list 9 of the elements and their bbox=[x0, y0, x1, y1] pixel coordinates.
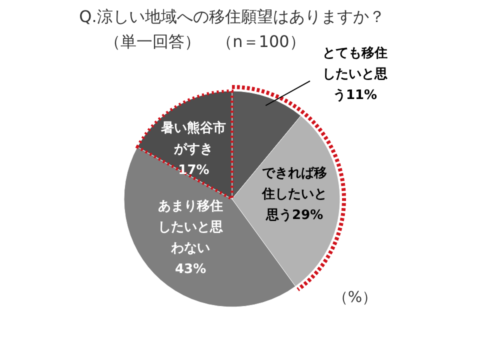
slice-label: 暑い熊谷市がすき bbox=[160, 120, 226, 157]
data-label: 43% bbox=[175, 262, 206, 277]
slice-label: できれば移住したいと思う29% bbox=[261, 166, 328, 223]
chart-title: Q.涼しい地域への移住願望はありますか？ bbox=[79, 7, 385, 26]
slice-label: とても移住したいと思う11% bbox=[322, 46, 388, 103]
slice-label: あまり移住したいと思わない bbox=[158, 198, 224, 256]
data-label: 17% bbox=[178, 162, 210, 178]
text: （%） bbox=[332, 288, 378, 306]
chart-subtitle: （単一回答） （n＝100） bbox=[104, 32, 306, 51]
